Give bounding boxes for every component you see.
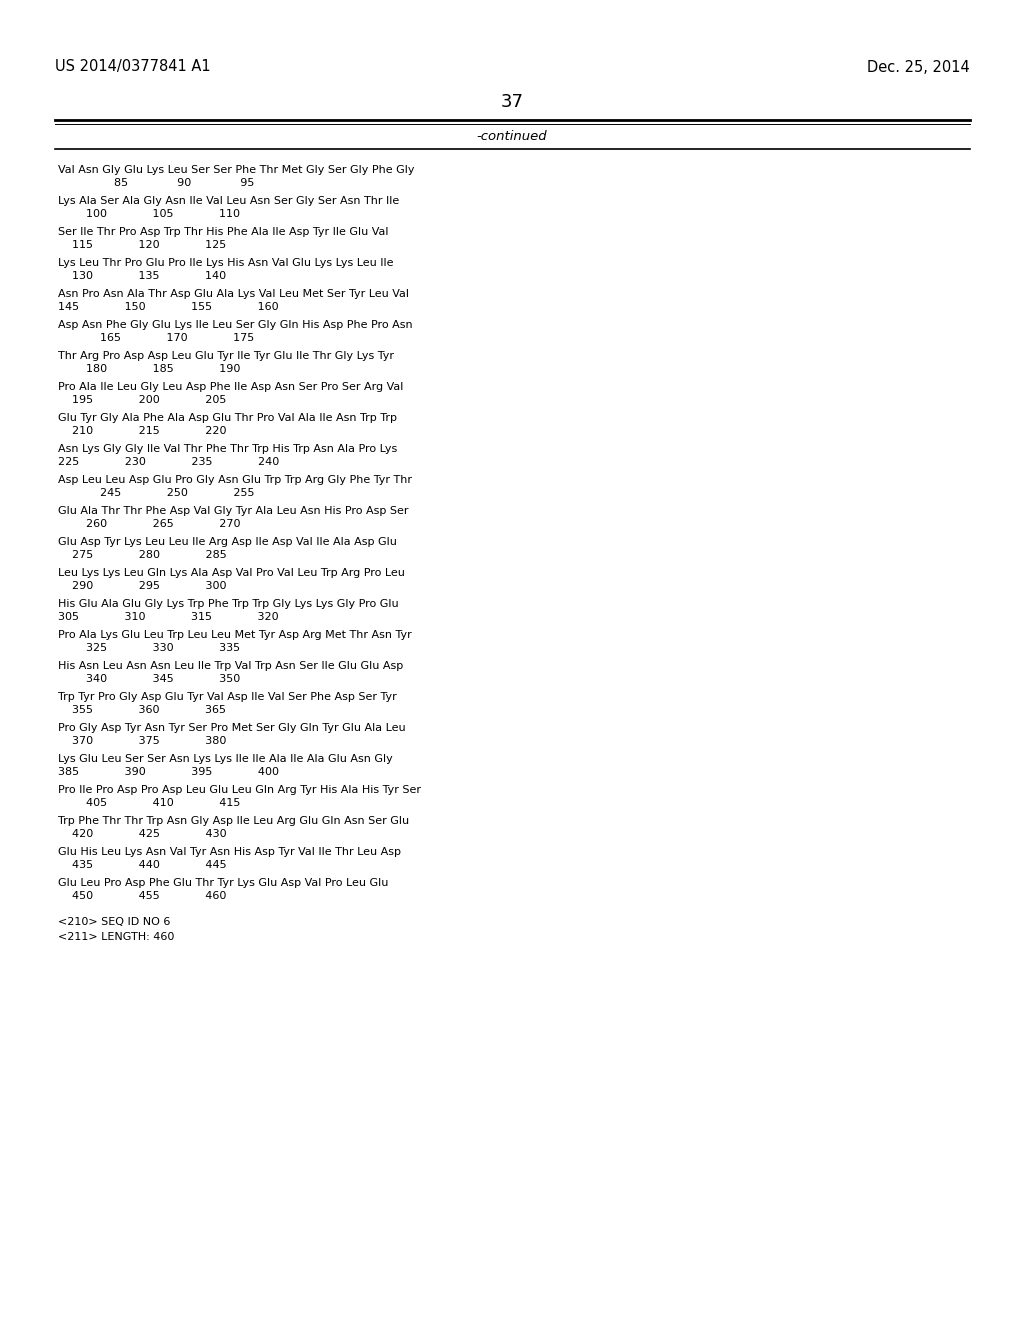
Text: 260             265             270: 260 265 270 — [58, 519, 241, 529]
Text: 435             440             445: 435 440 445 — [58, 861, 226, 870]
Text: 275             280             285: 275 280 285 — [58, 550, 226, 560]
Text: 305             310             315             320: 305 310 315 320 — [58, 612, 279, 622]
Text: 370             375             380: 370 375 380 — [58, 737, 226, 746]
Text: Glu His Leu Lys Asn Val Tyr Asn His Asp Tyr Val Ile Thr Leu Asp: Glu His Leu Lys Asn Val Tyr Asn His Asp … — [58, 847, 401, 857]
Text: 405             410             415: 405 410 415 — [58, 799, 241, 808]
Text: -continued: -continued — [477, 131, 547, 144]
Text: 85              90              95: 85 90 95 — [58, 178, 254, 187]
Text: <211> LENGTH: 460: <211> LENGTH: 460 — [58, 932, 174, 942]
Text: Glu Asp Tyr Lys Leu Leu Ile Arg Asp Ile Asp Val Ile Ala Asp Glu: Glu Asp Tyr Lys Leu Leu Ile Arg Asp Ile … — [58, 537, 397, 546]
Text: Lys Ala Ser Ala Gly Asn Ile Val Leu Asn Ser Gly Ser Asn Thr Ile: Lys Ala Ser Ala Gly Asn Ile Val Leu Asn … — [58, 195, 399, 206]
Text: Asn Lys Gly Gly Ile Val Thr Phe Thr Trp His Trp Asn Ala Pro Lys: Asn Lys Gly Gly Ile Val Thr Phe Thr Trp … — [58, 444, 397, 454]
Text: 130             135             140: 130 135 140 — [58, 271, 226, 281]
Text: Lys Glu Leu Ser Ser Asn Lys Lys Ile Ile Ala Ile Ala Glu Asn Gly: Lys Glu Leu Ser Ser Asn Lys Lys Ile Ile … — [58, 754, 393, 764]
Text: Glu Tyr Gly Ala Phe Ala Asp Glu Thr Pro Val Ala Ile Asn Trp Trp: Glu Tyr Gly Ala Phe Ala Asp Glu Thr Pro … — [58, 413, 397, 422]
Text: 115             120             125: 115 120 125 — [58, 240, 226, 249]
Text: 385             390             395             400: 385 390 395 400 — [58, 767, 279, 777]
Text: 165             170             175: 165 170 175 — [58, 333, 254, 343]
Text: Dec. 25, 2014: Dec. 25, 2014 — [867, 59, 970, 74]
Text: Pro Ala Ile Leu Gly Leu Asp Phe Ile Asp Asn Ser Pro Ser Arg Val: Pro Ala Ile Leu Gly Leu Asp Phe Ile Asp … — [58, 381, 403, 392]
Text: 145             150             155             160: 145 150 155 160 — [58, 302, 279, 312]
Text: 245             250             255: 245 250 255 — [58, 488, 255, 498]
Text: 210             215             220: 210 215 220 — [58, 426, 226, 436]
Text: US 2014/0377841 A1: US 2014/0377841 A1 — [55, 59, 211, 74]
Text: Glu Leu Pro Asp Phe Glu Thr Tyr Lys Glu Asp Val Pro Leu Glu: Glu Leu Pro Asp Phe Glu Thr Tyr Lys Glu … — [58, 878, 388, 888]
Text: 340             345             350: 340 345 350 — [58, 675, 241, 684]
Text: <210> SEQ ID NO 6: <210> SEQ ID NO 6 — [58, 917, 170, 927]
Text: 225             230             235             240: 225 230 235 240 — [58, 457, 280, 467]
Text: Thr Arg Pro Asp Asp Leu Glu Tyr Ile Tyr Glu Ile Thr Gly Lys Tyr: Thr Arg Pro Asp Asp Leu Glu Tyr Ile Tyr … — [58, 351, 394, 360]
Text: 290             295             300: 290 295 300 — [58, 581, 226, 591]
Text: 420             425             430: 420 425 430 — [58, 829, 226, 840]
Text: Val Asn Gly Glu Lys Leu Ser Ser Phe Thr Met Gly Ser Gly Phe Gly: Val Asn Gly Glu Lys Leu Ser Ser Phe Thr … — [58, 165, 415, 176]
Text: Trp Tyr Pro Gly Asp Glu Tyr Val Asp Ile Val Ser Phe Asp Ser Tyr: Trp Tyr Pro Gly Asp Glu Tyr Val Asp Ile … — [58, 692, 396, 702]
Text: Leu Lys Lys Leu Gln Lys Ala Asp Val Pro Val Leu Trp Arg Pro Leu: Leu Lys Lys Leu Gln Lys Ala Asp Val Pro … — [58, 568, 404, 578]
Text: Ser Ile Thr Pro Asp Trp Thr His Phe Ala Ile Asp Tyr Ile Glu Val: Ser Ile Thr Pro Asp Trp Thr His Phe Ala … — [58, 227, 388, 238]
Text: 100             105             110: 100 105 110 — [58, 209, 240, 219]
Text: Asp Leu Leu Asp Glu Pro Gly Asn Glu Trp Trp Arg Gly Phe Tyr Thr: Asp Leu Leu Asp Glu Pro Gly Asn Glu Trp … — [58, 475, 412, 484]
Text: Asn Pro Asn Ala Thr Asp Glu Ala Lys Val Leu Met Ser Tyr Leu Val: Asn Pro Asn Ala Thr Asp Glu Ala Lys Val … — [58, 289, 409, 300]
Text: His Asn Leu Asn Asn Leu Ile Trp Val Trp Asn Ser Ile Glu Glu Asp: His Asn Leu Asn Asn Leu Ile Trp Val Trp … — [58, 661, 403, 671]
Text: 325             330             335: 325 330 335 — [58, 643, 240, 653]
Text: 355             360             365: 355 360 365 — [58, 705, 226, 715]
Text: 195             200             205: 195 200 205 — [58, 395, 226, 405]
Text: 450             455             460: 450 455 460 — [58, 891, 226, 902]
Text: Pro Gly Asp Tyr Asn Tyr Ser Pro Met Ser Gly Gln Tyr Glu Ala Leu: Pro Gly Asp Tyr Asn Tyr Ser Pro Met Ser … — [58, 723, 406, 733]
Text: Lys Leu Thr Pro Glu Pro Ile Lys His Asn Val Glu Lys Lys Leu Ile: Lys Leu Thr Pro Glu Pro Ile Lys His Asn … — [58, 257, 393, 268]
Text: 180             185             190: 180 185 190 — [58, 364, 241, 374]
Text: Trp Phe Thr Thr Trp Asn Gly Asp Ile Leu Arg Glu Gln Asn Ser Glu: Trp Phe Thr Thr Trp Asn Gly Asp Ile Leu … — [58, 816, 410, 826]
Text: Asp Asn Phe Gly Glu Lys Ile Leu Ser Gly Gln His Asp Phe Pro Asn: Asp Asn Phe Gly Glu Lys Ile Leu Ser Gly … — [58, 319, 413, 330]
Text: 37: 37 — [501, 92, 523, 111]
Text: Pro Ile Pro Asp Pro Asp Leu Glu Leu Gln Arg Tyr His Ala His Tyr Ser: Pro Ile Pro Asp Pro Asp Leu Glu Leu Gln … — [58, 785, 421, 795]
Text: Glu Ala Thr Thr Phe Asp Val Gly Tyr Ala Leu Asn His Pro Asp Ser: Glu Ala Thr Thr Phe Asp Val Gly Tyr Ala … — [58, 506, 409, 516]
Text: Pro Ala Lys Glu Leu Trp Leu Leu Met Tyr Asp Arg Met Thr Asn Tyr: Pro Ala Lys Glu Leu Trp Leu Leu Met Tyr … — [58, 630, 412, 640]
Text: His Glu Ala Glu Gly Lys Trp Phe Trp Trp Gly Lys Lys Gly Pro Glu: His Glu Ala Glu Gly Lys Trp Phe Trp Trp … — [58, 599, 398, 609]
